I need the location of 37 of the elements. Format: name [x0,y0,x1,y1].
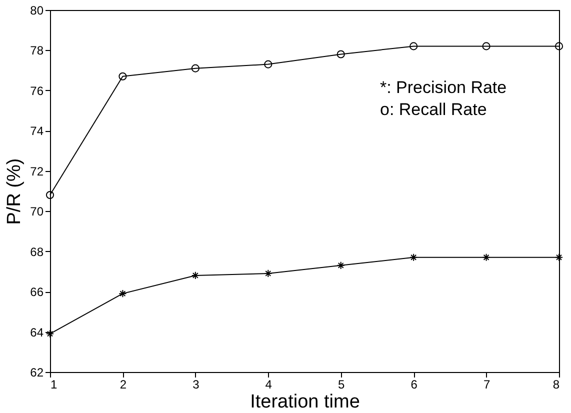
x-tick-label: 8 [552,378,560,392]
y-tick-label: 74 [30,124,44,138]
point [264,60,272,68]
point [191,64,200,72]
y-tick-label: 70 [30,204,44,219]
point [482,42,490,50]
point [264,269,272,278]
point [118,72,127,80]
annotation: *: Precision Rate [380,78,507,97]
x-tick-label: 6 [410,378,418,392]
y-tick-label: 66 [30,285,44,300]
y-tick-label: 64 [30,325,44,340]
point [118,290,127,298]
y-axis-title: P/R (%) [4,158,26,225]
point [336,50,345,58]
point [336,261,345,270]
point [46,190,54,200]
y-tick-label: 72 [30,164,44,178]
point [554,253,564,262]
point [482,253,490,262]
point [191,271,200,280]
x-tick-label: 5 [338,378,346,392]
x-tick-label: 3 [192,378,200,392]
x-tick-label: 7 [483,378,490,392]
point [554,42,564,50]
annotation: o: Recall Rate [380,100,487,119]
y-tick-label: 78 [30,44,44,58]
x-tick-label: 2 [120,378,127,392]
y-tick-label: 68 [30,244,44,259]
x-tick-label: 1 [50,378,58,392]
point [410,42,418,50]
point [410,253,418,262]
x-tick-label: 4 [265,378,272,392]
y-tick-label: 80 [30,4,44,18]
y-tick-label: 62 [30,366,44,380]
y-tick-label: 76 [30,84,44,98]
x-axis-title: Iteration time [250,392,360,412]
